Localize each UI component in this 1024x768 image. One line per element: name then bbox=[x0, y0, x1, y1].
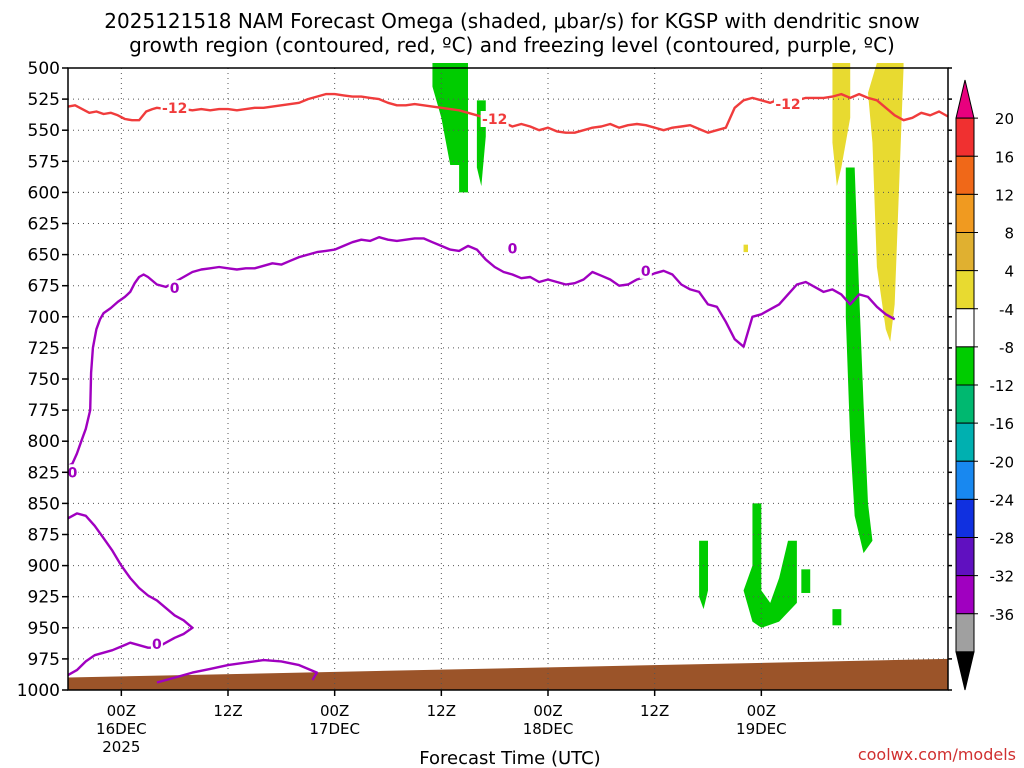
y-tick-label: 1000 bbox=[17, 681, 60, 701]
contour-label-bg bbox=[66, 464, 79, 481]
y-tick-label: 825 bbox=[28, 463, 60, 483]
colorbar-segment bbox=[955, 498, 975, 538]
contour-label-bg bbox=[480, 111, 509, 128]
contour-label: 0 bbox=[170, 281, 180, 297]
y-tick-label: 575 bbox=[28, 152, 60, 172]
y-tick-label: 950 bbox=[28, 619, 60, 639]
y-tick-label: 625 bbox=[28, 215, 60, 235]
shaded-region-0-3 bbox=[699, 540, 708, 610]
contour-label: 0 bbox=[152, 637, 162, 653]
y-tick-label: 600 bbox=[28, 183, 60, 203]
x-tick-date-label: 17DEC bbox=[309, 720, 360, 738]
colorbar-segment bbox=[955, 155, 975, 195]
x-tick-label: 12Z bbox=[427, 702, 456, 720]
contour-label: 0 bbox=[508, 241, 518, 257]
colorbar-label: -24 bbox=[990, 491, 1015, 509]
contour-label: 0 bbox=[641, 264, 651, 280]
y-tick-label: 725 bbox=[28, 339, 60, 359]
shaded-region-0-6 bbox=[832, 609, 842, 626]
contour-label-bg bbox=[639, 262, 652, 279]
colorbar-top-arrow bbox=[955, 79, 975, 119]
colorbar-segment bbox=[955, 384, 975, 424]
y-tick-label: 675 bbox=[28, 277, 60, 297]
colorbar-label: -12 bbox=[990, 377, 1015, 395]
chart-title-line1: 2025121518 NAM Forecast Omega (shaded, μ… bbox=[104, 9, 919, 33]
contour-label: 0 bbox=[68, 465, 78, 481]
y-tick-label: 525 bbox=[28, 90, 60, 110]
colorbar-segment bbox=[955, 117, 975, 157]
y-tick-label: 900 bbox=[28, 557, 60, 577]
y-tick-label: 925 bbox=[28, 588, 60, 608]
x-tick-label: 00Z bbox=[320, 702, 349, 720]
shaded-region-1-1 bbox=[868, 63, 904, 342]
colorbar-label: 20 bbox=[995, 110, 1014, 128]
colorbar-label: 16 bbox=[995, 148, 1014, 166]
contour-line-3 bbox=[156, 658, 319, 684]
contour-label-bg bbox=[160, 99, 189, 116]
colorbar-segment bbox=[955, 232, 975, 272]
contour-label: -12 bbox=[775, 97, 800, 113]
colorbar-label: -4 bbox=[999, 301, 1014, 319]
shaded-region-0-5 bbox=[801, 569, 811, 593]
colorbar-segment bbox=[955, 308, 975, 348]
colorbar-segment bbox=[955, 613, 975, 653]
contour-line-1 bbox=[67, 236, 896, 468]
chart-title-line2: growth region (contoured, red, ºC) and f… bbox=[129, 33, 895, 57]
shaded-region-1-0 bbox=[832, 63, 851, 187]
y-tick-label: 850 bbox=[28, 494, 60, 514]
colorbar-label: -32 bbox=[990, 568, 1015, 586]
y-tick-label: 700 bbox=[28, 308, 60, 328]
colorbar-label: 8 bbox=[1004, 225, 1014, 243]
x-tick-date-label: 19DEC bbox=[736, 720, 787, 738]
shaded-region-0-0 bbox=[432, 63, 468, 193]
colorbar-segment bbox=[955, 270, 975, 310]
colorbar-label: -20 bbox=[990, 453, 1015, 471]
y-tick-label: 550 bbox=[28, 121, 60, 141]
plot-area: -12 -12 -12 0 0 0 0 0 500 525 550 575 600 625 650 675 70… bbox=[17, 59, 952, 756]
y-tick-label: 800 bbox=[28, 432, 60, 452]
colorbar-segment bbox=[955, 193, 975, 233]
colorbar-label: -28 bbox=[990, 530, 1015, 548]
colorbar-bottom-arrow bbox=[955, 651, 975, 691]
x-axis-label: Forecast Time (UTC) bbox=[419, 748, 600, 768]
colorbar-segment bbox=[955, 537, 975, 577]
colorbar-label: 12 bbox=[995, 186, 1014, 204]
y-tick-label: 875 bbox=[28, 526, 60, 546]
shaded-region-1-2 bbox=[743, 244, 748, 253]
x-tick-label: 00Z bbox=[747, 702, 776, 720]
y-tick-label: 500 bbox=[28, 59, 60, 79]
colorbar-label: -16 bbox=[990, 415, 1015, 433]
x-tick-date-label: 16DEC bbox=[96, 720, 147, 738]
y-tick-label: 650 bbox=[28, 246, 60, 266]
shaded-region-0-2 bbox=[845, 167, 873, 554]
y-tick-label: 775 bbox=[28, 401, 60, 421]
x-tick-label: 12Z bbox=[640, 702, 669, 720]
x-tick-date-label: 18DEC bbox=[523, 720, 574, 738]
x-tick-label: 12Z bbox=[213, 702, 242, 720]
colorbar-label: -36 bbox=[990, 606, 1015, 624]
colorbar-segment bbox=[955, 575, 975, 615]
contour-line-2 bbox=[67, 512, 194, 677]
contour-label-bg bbox=[506, 240, 519, 257]
x-tick-year-label: 2025 bbox=[102, 738, 140, 756]
x-tick-label: 00Z bbox=[107, 702, 136, 720]
watermark: coolwx.com/models bbox=[858, 745, 1016, 764]
colorbar-label: -8 bbox=[999, 339, 1014, 357]
contour-label-bg bbox=[168, 280, 181, 297]
contour-label-bg bbox=[150, 635, 163, 652]
x-tick-label: 00Z bbox=[533, 702, 562, 720]
colorbar-segment bbox=[955, 460, 975, 500]
contour-label: -12 bbox=[482, 112, 507, 128]
colorbar-segment bbox=[955, 422, 975, 462]
contour-label-bg bbox=[774, 96, 802, 113]
colorbar-label: 4 bbox=[1004, 263, 1014, 281]
y-tick-label: 750 bbox=[28, 370, 60, 390]
contour-label: -12 bbox=[162, 101, 187, 117]
colorbar: 20 16 12 8 4 -4 -8 -12 -16 -20 -24 -28 -32 -36 bbox=[955, 79, 1015, 691]
shaded-region-2-0 bbox=[68, 658, 948, 690]
colorbar-segment bbox=[955, 346, 975, 386]
y-tick-label: 975 bbox=[28, 650, 60, 670]
